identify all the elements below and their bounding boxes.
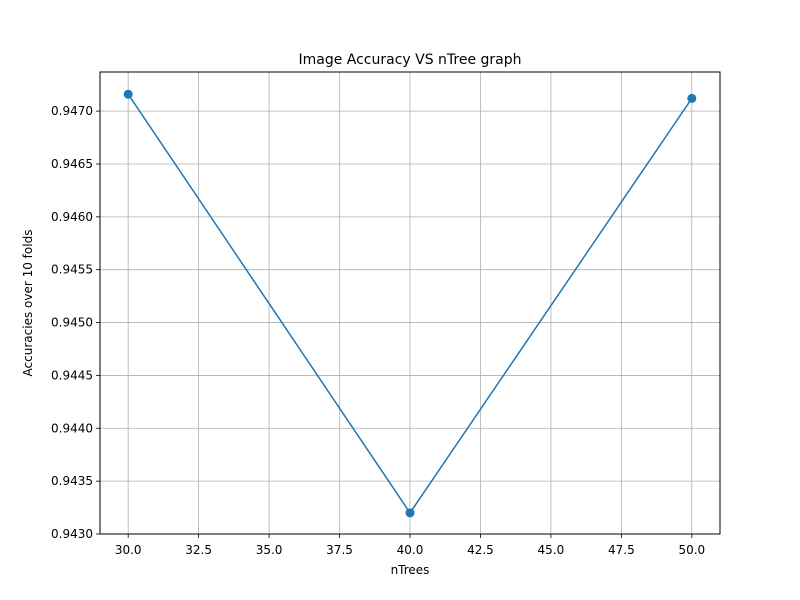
axis-ticks: 30.0 32.5 35.0 37.5 40.0 42.5 45.0 47.5 50.0 0.94… <box>51 104 705 557</box>
y-tick-label: 0.9470 <box>51 104 93 118</box>
x-tick-label: 37.5 <box>326 543 353 557</box>
grid-lines <box>100 72 720 535</box>
y-tick-label: 0.9435 <box>51 474 93 488</box>
data-point <box>123 89 133 99</box>
x-tick-label: 47.5 <box>608 543 635 557</box>
plot-frame <box>99 71 721 535</box>
y-tick-label: 0.9445 <box>51 368 93 382</box>
x-tick-label: 35.0 <box>256 543 283 557</box>
x-tick-label: 50.0 <box>678 543 705 557</box>
x-tick-label: 30.0 <box>115 543 142 557</box>
y-tick-label: 0.9465 <box>51 157 93 171</box>
data-point <box>405 508 415 518</box>
y-tick-label: 0.9450 <box>51 316 93 330</box>
data-point <box>687 93 697 103</box>
y-tick-label: 0.9455 <box>51 263 93 277</box>
x-tick-label: 42.5 <box>467 543 494 557</box>
x-tick-label: 45.0 <box>538 543 565 557</box>
x-tick-label: 32.5 <box>185 543 212 557</box>
x-axis-label: nTrees <box>391 563 430 577</box>
chart-title: Image Accuracy VS nTree graph <box>298 52 521 68</box>
y-axis-label: Accuracies over 10 folds <box>21 230 35 377</box>
y-tick-label: 0.9460 <box>51 210 93 224</box>
y-tick-label: 0.9430 <box>51 527 93 541</box>
y-tick-label: 0.9440 <box>51 421 93 435</box>
series-layer <box>123 89 697 518</box>
x-tick-label: 40.0 <box>397 543 424 557</box>
